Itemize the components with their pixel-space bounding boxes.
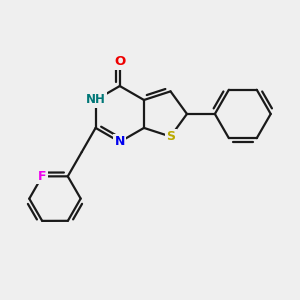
Text: F: F — [38, 170, 46, 183]
Text: O: O — [114, 55, 125, 68]
Text: N: N — [115, 135, 125, 148]
Text: NH: NH — [86, 94, 106, 106]
Text: S: S — [166, 130, 175, 143]
